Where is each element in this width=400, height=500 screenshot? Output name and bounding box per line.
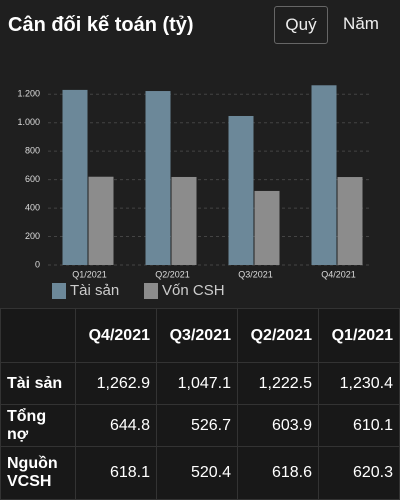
column-header: Q2/2021 xyxy=(237,308,319,363)
y-tick-label: 200 xyxy=(25,231,40,241)
column-header: Q4/2021 xyxy=(75,308,157,363)
bar xyxy=(62,89,88,265)
bar xyxy=(88,176,114,265)
table-row: Tổng nợ 644.8 526.7 603.9 610.1 xyxy=(0,404,400,447)
y-tick-label: 800 xyxy=(25,146,40,156)
cell: 520.4 xyxy=(156,446,238,500)
legend-label: Tài sản xyxy=(70,282,119,299)
cell: 610.1 xyxy=(318,404,400,447)
bar xyxy=(171,176,197,265)
cell: 1,262.9 xyxy=(75,362,157,405)
table-row: Nguồn VCSH 618.1 520.4 618.6 620.3 xyxy=(0,446,400,500)
title: Cân đối kế toán (tỷ) xyxy=(8,14,194,36)
column-header: Q1/2021 xyxy=(318,308,400,363)
cell: 526.7 xyxy=(156,404,238,447)
cell: 603.9 xyxy=(237,404,319,447)
bar xyxy=(228,115,254,265)
y-tick-label: 600 xyxy=(25,174,40,184)
legend-label: Vốn CSH xyxy=(162,282,225,299)
tab[interactable]: Năm xyxy=(343,14,379,33)
table-row: Tài sản 1,262.9 1,047.1 1,222.5 1,230.4 xyxy=(0,362,400,405)
bar xyxy=(145,91,171,266)
column-header: Q3/2021 xyxy=(156,308,238,363)
x-tick-label: Q3/2021 xyxy=(238,269,273,279)
cell: 1,230.4 xyxy=(318,362,400,405)
legend-swatch xyxy=(52,283,66,299)
header-row: Q4/2021 Q3/2021 Q2/2021 Q1/2021 xyxy=(0,308,400,363)
cell: 618.1 xyxy=(75,446,157,500)
y-tick-label: 400 xyxy=(25,202,40,212)
chart: 0 200 400 600 800 1.000 1.200 Q1/2021 Q2/2021 Q3/… xyxy=(17,85,372,299)
bar xyxy=(337,177,363,265)
y-tick-label: 0 xyxy=(35,259,40,269)
data-table: Q4/2021 Q3/2021 Q2/2021 Q1/2021 Tài sản 1,262… xyxy=(0,308,400,500)
header: Cân đối kế toán (tỷ) Quý Năm xyxy=(0,0,400,50)
cell: 620.3 xyxy=(318,446,400,500)
cell: 1,047.1 xyxy=(156,362,238,405)
x-tick-label: Q4/2021 xyxy=(321,269,356,279)
tab[interactable]: Quý xyxy=(274,6,328,44)
cell: 644.8 xyxy=(75,404,157,447)
bar xyxy=(254,190,280,265)
y-tick-label: 1.000 xyxy=(17,117,40,127)
cell: 618.6 xyxy=(237,446,319,500)
legend-swatch xyxy=(144,283,158,299)
row-label: Tổng nợ xyxy=(0,404,76,447)
row-label: Nguồn VCSH xyxy=(0,446,76,500)
cell: 1,222.5 xyxy=(237,362,319,405)
x-tick-label: Q2/2021 xyxy=(155,269,190,279)
bar xyxy=(311,85,337,265)
y-tick-label: 1.200 xyxy=(17,89,40,99)
row-label: Tài sản xyxy=(0,362,76,405)
x-tick-label: Q1/2021 xyxy=(72,269,107,279)
corner-cell xyxy=(0,308,76,363)
